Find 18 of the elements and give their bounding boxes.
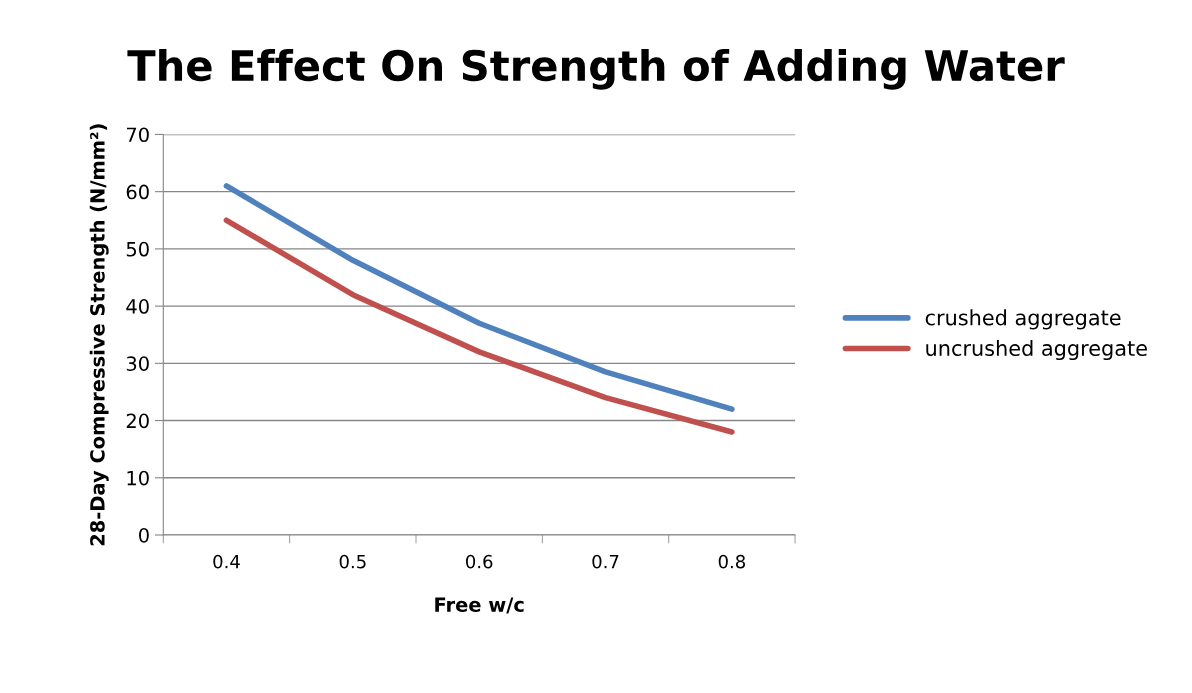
y-tick-label: 70 xyxy=(126,127,149,143)
x-tick-label: 0.5 xyxy=(339,554,366,569)
y-tick-label: 50 xyxy=(126,241,149,257)
legend-label: crushed aggregate xyxy=(925,309,1121,330)
x-axis-title: Free w/c xyxy=(435,597,524,614)
y-tick-label: 30 xyxy=(126,356,149,371)
y-tick-label: 10 xyxy=(127,470,149,486)
y-tick-label: 60 xyxy=(126,184,149,200)
y-tick-label: 0 xyxy=(139,527,149,543)
x-tick-label: 0.8 xyxy=(718,554,746,569)
y-axis-title: 28-Day Compressive Strength (N/mm²) xyxy=(89,124,109,546)
x-tick-label: 0.4 xyxy=(213,554,240,569)
x-tick-label: 0.6 xyxy=(466,554,493,569)
x-tick-label: 0.7 xyxy=(592,554,619,569)
legend-label: uncrushed aggregate xyxy=(926,339,1147,361)
y-tick-label: 40 xyxy=(126,299,149,314)
chart-title: The Effect On Strength of Adding Water xyxy=(127,48,1065,90)
y-tick-label: 20 xyxy=(126,413,149,429)
